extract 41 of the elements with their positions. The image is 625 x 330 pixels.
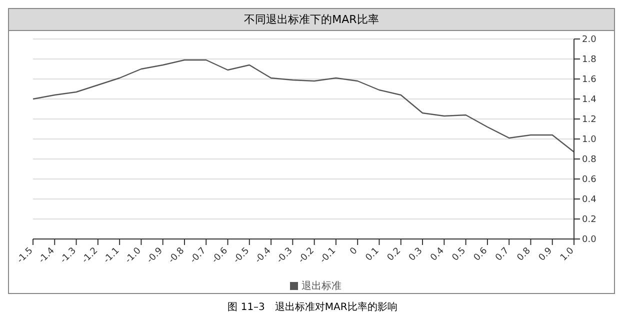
x-tick-label: -0.7 [188, 246, 208, 266]
x-tick-label: -0.8 [167, 246, 187, 266]
x-tick-label: -0.6 [210, 246, 230, 266]
x-tick-label: -1.5 [16, 246, 36, 266]
x-tick-label: 0 [348, 246, 360, 258]
y-tick-label: 0.8 [582, 155, 597, 166]
y-tick-label: 0.6 [582, 175, 597, 186]
x-tick-label: 0.6 [472, 246, 490, 264]
x-tick-label: -0.4 [254, 246, 274, 266]
x-tick-label: 0.1 [364, 246, 382, 264]
x-tick-label: 0.9 [537, 246, 555, 264]
x-tick-label: 0.8 [516, 246, 534, 264]
y-tick-label: 1.6 [582, 75, 597, 86]
y-tick-label: 0.4 [582, 195, 597, 206]
x-tick-label: -0.5 [232, 246, 252, 266]
chart-title: 不同退出标准下的MAR比率 [9, 9, 614, 31]
y-tick-label: 2.0 [582, 35, 597, 46]
y-tick-label: 1.0 [582, 135, 597, 146]
x-tick-label: -1.2 [80, 246, 100, 266]
x-tick-label: -1.0 [124, 246, 144, 266]
caption: 图 11–3 退出标准对MAR比率的影响 [226, 300, 398, 314]
x-tick-label: -0.1 [318, 246, 338, 266]
x-tick-label: -0.9 [145, 246, 166, 266]
x-tick-label: 0.2 [386, 246, 403, 264]
y-tick-label: 1.2 [582, 115, 596, 126]
x-tick-label: 1.0 [558, 246, 576, 264]
y-tick-label: 0.0 [582, 235, 597, 246]
x-tick-label: 0.7 [494, 246, 512, 264]
x-tick-label: 0.4 [429, 246, 446, 264]
x-tick-label: -1.1 [102, 246, 122, 266]
x-tick-label: -1.4 [37, 246, 57, 266]
y-tick-label: 1.4 [582, 95, 597, 106]
x-tick-label: -0.3 [275, 246, 295, 266]
x-tick-label: 0.3 [407, 246, 425, 264]
x-tick-label: -0.2 [296, 246, 316, 266]
y-tick-label: 1.8 [582, 55, 597, 66]
legend-label: 退出标准 [302, 281, 342, 292]
x-tick-label: 0.5 [450, 246, 468, 264]
y-tick-label: 0.2 [582, 215, 596, 226]
line-series [32, 59, 575, 153]
x-tick-label: -1.3 [58, 246, 78, 266]
